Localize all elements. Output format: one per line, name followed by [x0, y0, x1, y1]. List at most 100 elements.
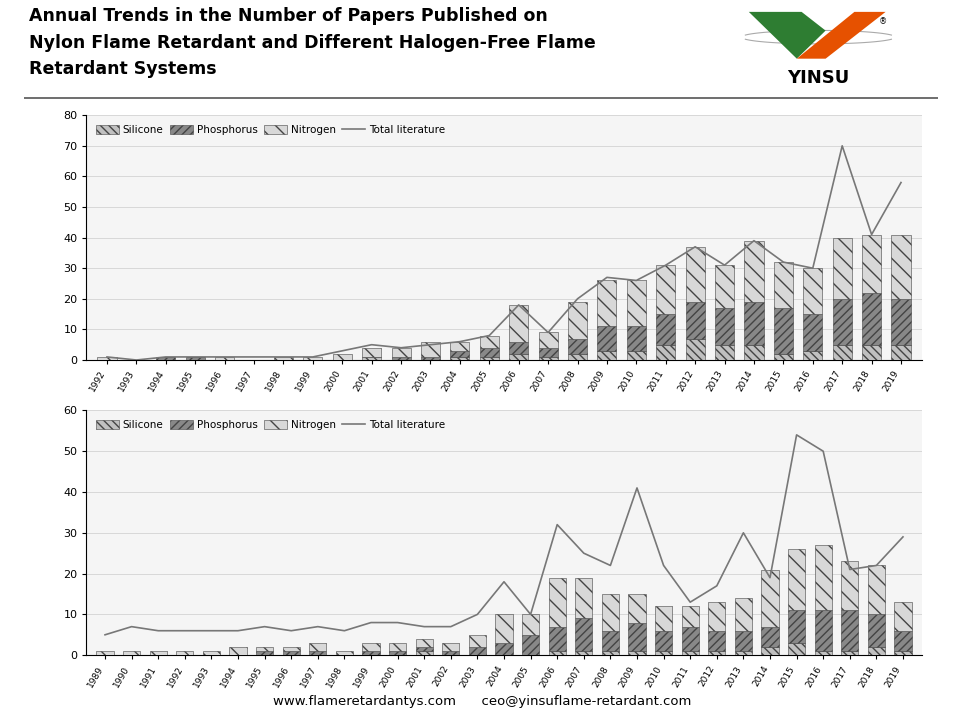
Bar — [832, 345, 852, 360]
Bar — [895, 631, 912, 651]
Bar — [256, 647, 274, 651]
Bar — [539, 357, 558, 360]
Bar — [734, 598, 752, 631]
Bar — [443, 651, 460, 655]
Bar — [150, 651, 167, 655]
Total literature — [259, 622, 271, 631]
Bar — [282, 651, 300, 655]
Total literature — [126, 622, 137, 631]
Total literature — [180, 626, 191, 635]
Bar — [309, 643, 326, 651]
Bar — [568, 302, 588, 338]
Total literature — [471, 610, 483, 618]
Legend: Silicone, Phosphorus, Nitrogen, Total literature: Silicone, Phosphorus, Nitrogen, Total li… — [91, 415, 450, 434]
Bar — [282, 647, 300, 651]
Total literature — [219, 353, 230, 361]
Total literature — [896, 178, 907, 186]
Bar — [450, 357, 469, 360]
Bar — [522, 635, 540, 655]
Bar — [841, 611, 858, 651]
Text: (a): (a) — [494, 421, 514, 435]
Bar — [832, 299, 852, 345]
Bar — [774, 262, 793, 308]
Bar — [548, 577, 565, 626]
Bar — [655, 651, 672, 655]
Polygon shape — [797, 12, 885, 58]
Bar — [761, 570, 779, 626]
Total literature — [748, 236, 759, 245]
Bar — [548, 651, 565, 655]
Total literature — [817, 447, 828, 456]
Line: Total literature: Total literature — [107, 145, 901, 360]
Bar — [708, 631, 726, 651]
Text: Annual Trends in the Number of Papers Published on
Nylon Flame Retardant and Dif: Annual Trends in the Number of Papers Pu… — [29, 7, 595, 78]
Bar — [868, 565, 885, 614]
Text: www.flameretardantys.com      ceo@yinsuflame-retardant.com: www.flameretardantys.com ceo@yinsuflame-… — [274, 696, 691, 708]
Total literature — [99, 631, 110, 639]
Total literature — [189, 353, 201, 361]
Bar — [509, 305, 528, 341]
Total literature — [631, 276, 642, 284]
Bar — [215, 357, 234, 360]
Bar — [336, 651, 353, 655]
Bar — [602, 651, 619, 655]
Bar — [203, 651, 220, 655]
Bar — [96, 651, 113, 655]
Total literature — [160, 353, 172, 361]
Bar — [156, 357, 176, 360]
Total literature — [484, 331, 495, 340]
Bar — [629, 594, 646, 623]
Total literature — [764, 573, 776, 582]
Bar — [655, 631, 672, 651]
Bar — [788, 549, 805, 611]
Bar — [895, 651, 912, 655]
Bar — [509, 341, 528, 354]
Bar — [575, 651, 592, 655]
Total literature — [601, 273, 612, 282]
Bar — [575, 577, 592, 618]
Bar — [443, 643, 460, 651]
Bar — [303, 357, 323, 360]
Total literature — [277, 353, 289, 361]
Bar — [468, 635, 486, 647]
Bar — [862, 292, 881, 345]
Total literature — [844, 565, 855, 574]
Bar — [715, 308, 734, 345]
Bar — [868, 647, 885, 655]
Bar — [97, 357, 116, 360]
Bar — [804, 314, 823, 351]
Bar — [274, 357, 293, 360]
Bar — [602, 594, 619, 631]
Bar — [392, 348, 411, 357]
Bar — [804, 351, 823, 360]
Bar — [362, 348, 381, 357]
Bar — [568, 354, 588, 360]
Bar — [509, 354, 528, 360]
Bar — [548, 626, 565, 651]
Bar — [185, 357, 204, 360]
Total literature — [866, 230, 877, 239]
Bar — [868, 614, 885, 647]
Bar — [761, 626, 779, 647]
Total literature — [578, 549, 589, 557]
Total literature — [396, 343, 407, 352]
Total literature — [285, 626, 297, 635]
Bar — [177, 651, 194, 655]
Total literature — [232, 626, 244, 635]
Total literature — [632, 484, 643, 492]
Total literature — [898, 533, 909, 541]
Bar — [495, 614, 513, 643]
Bar — [392, 357, 411, 360]
Bar — [309, 651, 326, 655]
Total literature — [419, 622, 430, 631]
Total literature — [605, 561, 616, 570]
Bar — [539, 333, 558, 348]
Total literature — [719, 261, 731, 269]
Total literature — [711, 582, 723, 590]
Bar — [416, 639, 433, 647]
Bar — [416, 647, 433, 651]
Total literature — [307, 353, 319, 361]
Total literature — [689, 243, 701, 251]
Total literature — [684, 598, 696, 606]
Bar — [602, 631, 619, 651]
